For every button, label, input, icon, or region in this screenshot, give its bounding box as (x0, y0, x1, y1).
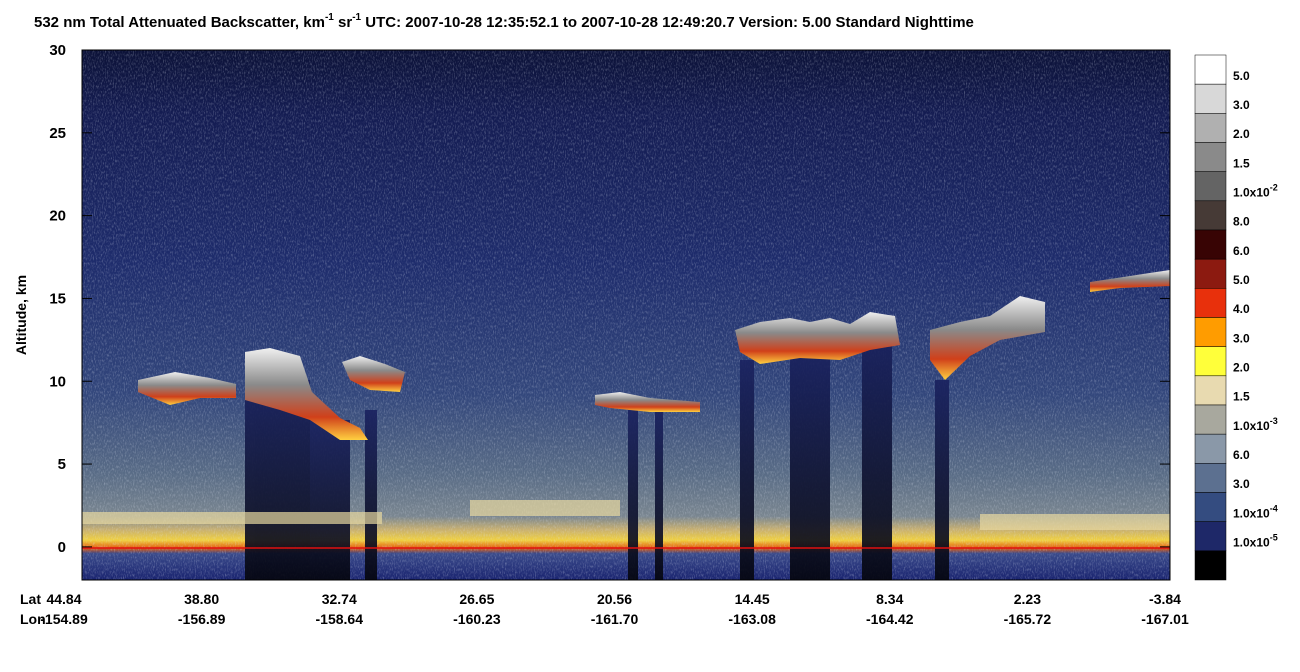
colorbar-swatch (1194, 463, 1227, 493)
lat-label: 38.80 (184, 591, 219, 607)
colorbar-label-exponent: -4 (1270, 503, 1278, 513)
colorbar-label-exponent: -3 (1270, 416, 1278, 426)
lon-label: -163.08 (728, 611, 776, 627)
lat-label: 32.74 (322, 591, 357, 607)
colorbar-swatch (1194, 142, 1227, 172)
colorbar-label: 6.0 (1233, 244, 1250, 258)
colorbar-swatch (1194, 200, 1227, 231)
x-row-name: Lon (20, 611, 46, 627)
colorbar-swatch (1194, 492, 1227, 522)
x-row-name: Lat (20, 591, 41, 607)
colorbar-label: 3.0 (1233, 477, 1250, 491)
colorbar-label: 3.0 (1233, 331, 1250, 345)
lat-label: 44.84 (46, 591, 81, 607)
lat-label: 26.65 (459, 591, 494, 607)
colorbar-swatch (1194, 346, 1227, 377)
lon-label: -154.89 (40, 611, 88, 627)
plot-frame (81, 49, 1171, 581)
colorbar-label-text: 1.0x10 (1233, 506, 1270, 520)
y-tick-label: 15 (49, 290, 66, 307)
colorbar-swatch (1194, 317, 1227, 347)
lat-label: 2.23 (1014, 591, 1041, 607)
colorbar-swatch (1194, 258, 1227, 289)
colorbar-swatch (1194, 113, 1227, 143)
colorbar-swatch (1194, 229, 1227, 260)
lon-label: -158.64 (316, 611, 364, 627)
lon-label: -164.42 (866, 611, 914, 627)
y-tick-label: 20 (49, 208, 66, 225)
colorbar-swatch (1194, 404, 1227, 435)
colorbar-swatch (1194, 83, 1227, 114)
colorbar-label-text: 1.0x10 (1233, 185, 1270, 199)
lon-label: -165.72 (1004, 611, 1052, 627)
colorbar-label-text: 1.0x10 (1233, 535, 1270, 549)
colorbar-swatch (1194, 288, 1227, 318)
colorbar-label: 8.0 (1233, 215, 1250, 229)
backscatter-image (82, 50, 1170, 580)
title-superscript: -1 (352, 12, 361, 23)
lat-label: 8.34 (876, 591, 903, 607)
lat-label: 14.45 (735, 591, 770, 607)
title-text: UTC: 2007-10-28 12:35:52.1 to 2007-10-28… (361, 14, 974, 31)
y-tick-label: 10 (49, 373, 66, 390)
colorbar-swatch (1194, 550, 1227, 581)
lon-label: -160.23 (453, 611, 501, 627)
lon-label: -167.01 (1141, 611, 1189, 627)
y-axis-label: Altitude, km (13, 275, 29, 355)
y-tick-label: 25 (49, 125, 66, 142)
colorbar-label: 1.0x10-5 (1233, 532, 1278, 549)
colorbar-label: 2.0 (1233, 127, 1250, 141)
lat-label: -3.84 (1149, 591, 1181, 607)
title-text: 532 nm Total Attenuated Backscatter, km (34, 14, 325, 31)
colorbar-label: 1.0x10-4 (1233, 503, 1278, 520)
colorbar-label: 2.0 (1233, 360, 1250, 374)
colorbar-label: 3.0 (1233, 98, 1250, 112)
lon-label: -161.70 (591, 611, 639, 627)
colorbar-label: 1.5 (1233, 156, 1250, 170)
colorbar-swatch (1194, 433, 1227, 464)
y-tick-label: 0 (58, 539, 66, 556)
colorbar-label: 5.0 (1233, 69, 1250, 83)
colorbar-label: 6.0 (1233, 448, 1250, 462)
colorbar-swatch (1194, 54, 1227, 85)
lat-label: 20.56 (597, 591, 632, 607)
colorbar-label-exponent: -5 (1270, 532, 1278, 542)
colorbar-label: 1.5 (1233, 390, 1250, 404)
colorbar-label-exponent: -2 (1270, 182, 1278, 192)
colorbar-swatch (1194, 521, 1227, 552)
chart-title: 532 nm Total Attenuated Backscatter, km-… (34, 12, 974, 31)
title-text: sr (334, 14, 353, 31)
y-tick-label: 5 (58, 456, 66, 473)
y-tick-label: 30 (49, 42, 66, 59)
title-superscript: -1 (325, 12, 334, 23)
colorbar-label: 5.0 (1233, 273, 1250, 287)
colorbar-swatch (1194, 171, 1227, 202)
colorbar-swatch (1194, 375, 1227, 406)
colorbar-label: 4.0 (1233, 302, 1250, 316)
colorbar-label: 1.0x10-3 (1233, 416, 1278, 433)
colorbar-label-text: 1.0x10 (1233, 419, 1270, 433)
lon-label: -156.89 (178, 611, 226, 627)
colorbar-label: 1.0x10-2 (1233, 182, 1278, 199)
